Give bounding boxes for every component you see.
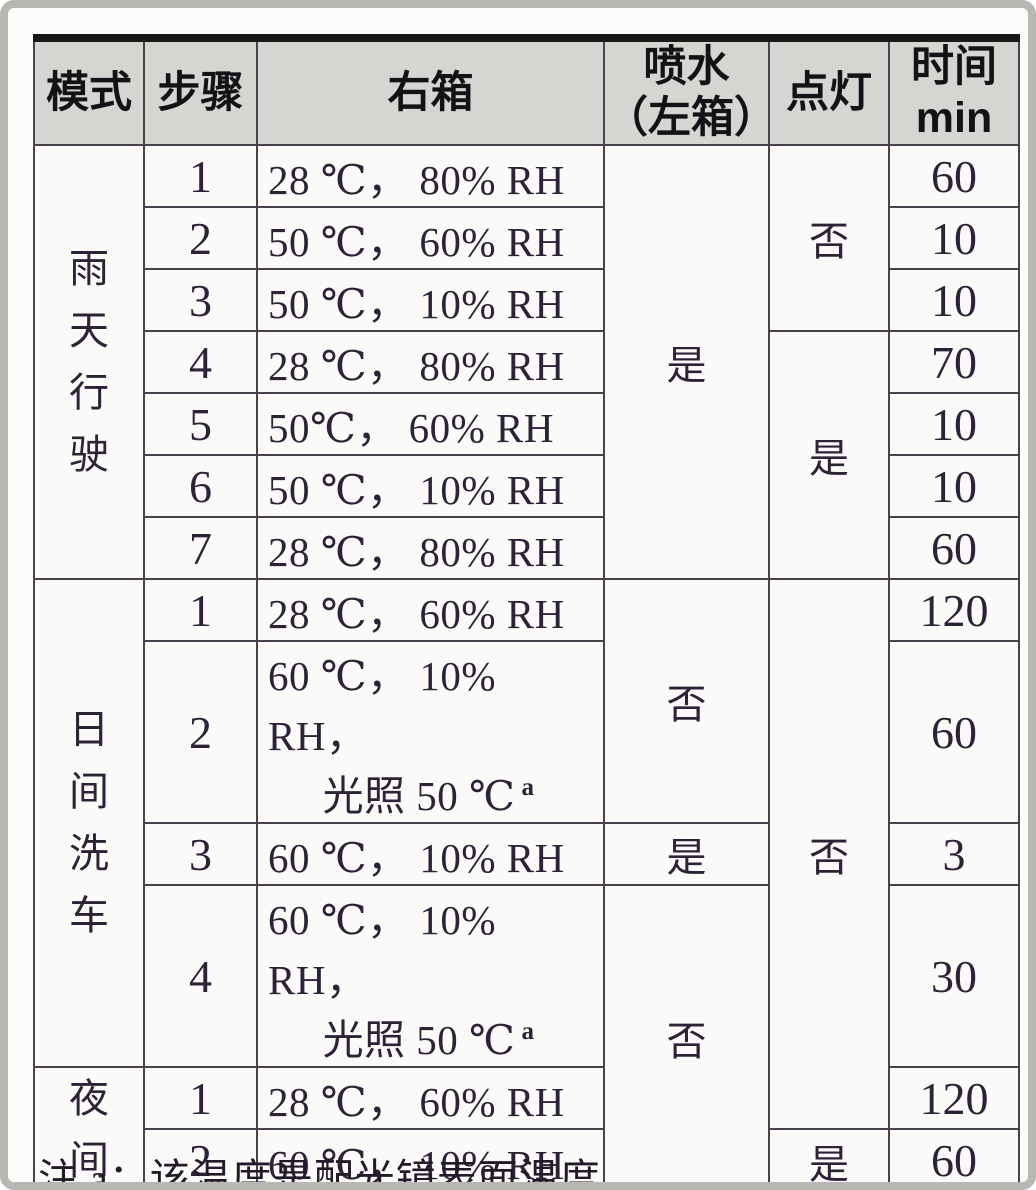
step-cell: 2 — [143, 640, 258, 824]
header-row: 模式 步骤 右箱 喷水 （左箱） 点灯 时间 min — [33, 37, 1020, 146]
table-row: 4 60 ℃， 10% RH， 光照 50 ℃ a 否 30 — [34, 884, 1020, 1182]
header-spray-line1: 喷水 — [643, 43, 730, 92]
time-cell: 70 — [888, 330, 1020, 394]
time-cell: 10 — [888, 206, 1020, 270]
mode-cell-rain: 雨天行驶 — [33, 144, 145, 580]
table-row: 7 28 ℃， 80% RH 60 — [34, 516, 1020, 580]
step-cell: 3 — [143, 822, 258, 886]
spray-cell: 否 — [603, 578, 770, 824]
table-row: 雨天行驶 1 28 ℃， 80% RH 是 否 60 — [33, 144, 1020, 580]
condition-cell: 50 ℃， 10% RH — [256, 454, 605, 518]
mode-cell-day: 日间洗车 — [33, 578, 145, 1068]
step-cell: 3 — [143, 268, 258, 332]
table-row: 2 60 ℃， 10% RH， 光照 50 ℃ a 60 — [34, 640, 1020, 824]
mode-label: 夜间洗车 — [69, 1076, 109, 1183]
step-cell: 2 — [143, 206, 258, 270]
time-cell: 10 — [888, 268, 1020, 332]
condition-line-2: 光照 50 ℃ a — [322, 1017, 535, 1063]
time-cell: 10 — [888, 392, 1020, 456]
footnote-marker: a — [521, 1018, 535, 1046]
table-row: 2 60 ℃， 10% RH 是 60 — [34, 1128, 1020, 1182]
condition-cell: 28 ℃， 60% RH — [256, 1065, 605, 1131]
header-time-line2: min — [915, 94, 993, 142]
time-cell: 120 — [888, 578, 1020, 642]
step-cell: 1 — [143, 144, 258, 208]
condition-cell: 50℃， 60% RH — [256, 392, 605, 456]
header-cell-step: 步骤 — [143, 37, 258, 146]
condition-cell: 28 ℃， 80% RH — [256, 144, 605, 208]
spray-cell: 是 — [603, 822, 770, 886]
condition-cell: 50 ℃， 10% RH — [256, 268, 605, 332]
time-cell: 10 — [888, 454, 1020, 518]
light-cell: 否 — [768, 144, 890, 332]
condition-line-1: 60 ℃， 10% RH， — [268, 653, 497, 759]
condition-cell: 28 ℃， 80% RH — [256, 330, 605, 394]
step-cell: 4 — [143, 330, 258, 394]
condition-cell: 28 ℃， 80% RH — [256, 516, 605, 580]
header-spray-line2: （左箱） — [605, 94, 769, 142]
table-row: 2 50 ℃， 60% RH 10 — [34, 206, 1020, 270]
step-cell: 2 — [143, 1128, 258, 1182]
step-cell: 1 — [143, 578, 258, 642]
condition-cell: 60 ℃， 10% RH， 光照 50 ℃ a — [256, 884, 605, 1068]
condition-cell: 60 ℃， 10% RH — [256, 822, 605, 886]
header-cell-right-box: 右箱 — [256, 37, 605, 146]
table-row: 6 50 ℃， 10% RH 10 — [34, 454, 1020, 518]
time-cell: 60 — [888, 640, 1020, 824]
table-row: 夜间洗车 1 28 ℃， 60% RH 120 — [33, 1065, 1020, 1182]
test-condition-table: 模式 步骤 右箱 喷水 （左箱） 点灯 时间 min 雨天行驶 1 28 ℃， … — [33, 34, 1020, 1182]
table-row: 5 50℃， 60% RH 10 — [34, 392, 1020, 456]
condition-line-2: 光照 50 ℃ a — [322, 773, 535, 819]
footnote-text: 注 a：该温度是配光镜表面温度。 — [38, 1156, 642, 1190]
light-cell: 是 — [768, 1128, 890, 1182]
time-cell: 3 — [888, 822, 1020, 886]
spray-cell: 否 — [603, 884, 770, 1182]
time-cell: 120 — [888, 1065, 1020, 1131]
mode-cell-night: 夜间洗车 — [33, 1066, 145, 1183]
step-cell: 6 — [143, 454, 258, 518]
table-row: 日间洗车 1 28 ℃， 60% RH 否 否 120 — [33, 577, 1020, 1131]
header-time-line1: 时间 — [911, 43, 997, 92]
condition-cell: 50 ℃， 60% RH — [256, 206, 605, 270]
time-cell: 60 — [888, 144, 1020, 208]
table-row: 3 50 ℃， 10% RH 10 — [34, 268, 1020, 332]
light-cell: 是 — [768, 330, 890, 580]
step-cell: 5 — [143, 392, 258, 456]
condition-line-1: 60 ℃， 10% RH， — [268, 897, 497, 1003]
time-cell: 60 — [888, 516, 1020, 580]
header-cell-spray: 喷水 （左箱） — [603, 37, 770, 146]
table-row: 3 60 ℃， 10% RH 是 3 — [34, 822, 1020, 886]
time-cell: 60 — [888, 1128, 1020, 1182]
mode-label: 日间洗车 — [69, 707, 109, 938]
mode-label: 雨天行驶 — [69, 246, 109, 477]
time-cell: 30 — [888, 884, 1020, 1068]
table-row: 4 28 ℃， 80% RH 是 70 — [34, 330, 1020, 580]
footnote-marker: a — [521, 774, 535, 802]
step-cell: 7 — [143, 516, 258, 580]
condition-cell: 60 ℃， 10% RH — [256, 1128, 605, 1182]
light-cell: 否 — [768, 577, 890, 1131]
step-cell: 4 — [143, 884, 258, 1068]
header-cell-mode: 模式 — [33, 37, 145, 146]
step-cell: 1 — [143, 1065, 258, 1131]
condition-cell: 28 ℃， 60% RH — [256, 578, 605, 642]
condition-cell: 60 ℃， 10% RH， 光照 50 ℃ a — [256, 640, 605, 824]
spray-cell: 是 — [603, 144, 770, 580]
header-cell-light: 点灯 — [768, 37, 890, 146]
header-cell-time: 时间 min — [888, 37, 1020, 146]
